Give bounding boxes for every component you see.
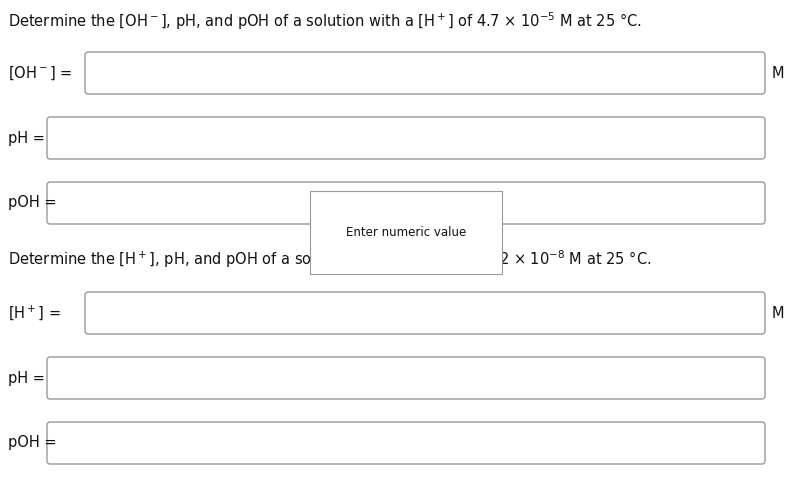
Text: Determine the $\left[\mathrm{OH}^-\right]$, pH, and pOH of a solution with a $\l: Determine the $\left[\mathrm{OH}^-\right… (8, 10, 642, 32)
Text: M: M (772, 65, 785, 81)
Text: pOH =: pOH = (8, 195, 57, 211)
Text: Enter numeric value: Enter numeric value (346, 226, 466, 239)
Text: Determine the $\left[\mathrm{H}^+\right]$, pH, and pOH of a solution with an $\l: Determine the $\left[\mathrm{H}^+\right]… (8, 248, 651, 270)
FancyBboxPatch shape (47, 422, 765, 464)
Text: $\left[\mathrm{H}^+\right]$ =: $\left[\mathrm{H}^+\right]$ = (8, 304, 61, 323)
Text: pH =: pH = (8, 131, 45, 145)
FancyBboxPatch shape (85, 52, 765, 94)
FancyBboxPatch shape (47, 117, 765, 159)
Text: M: M (772, 305, 785, 321)
FancyBboxPatch shape (47, 182, 765, 224)
FancyBboxPatch shape (47, 357, 765, 399)
FancyBboxPatch shape (85, 292, 765, 334)
Text: pOH =: pOH = (8, 435, 57, 451)
Text: $\left[\mathrm{OH}^-\right]$ =: $\left[\mathrm{OH}^-\right]$ = (8, 64, 72, 82)
Text: pH =: pH = (8, 371, 45, 385)
